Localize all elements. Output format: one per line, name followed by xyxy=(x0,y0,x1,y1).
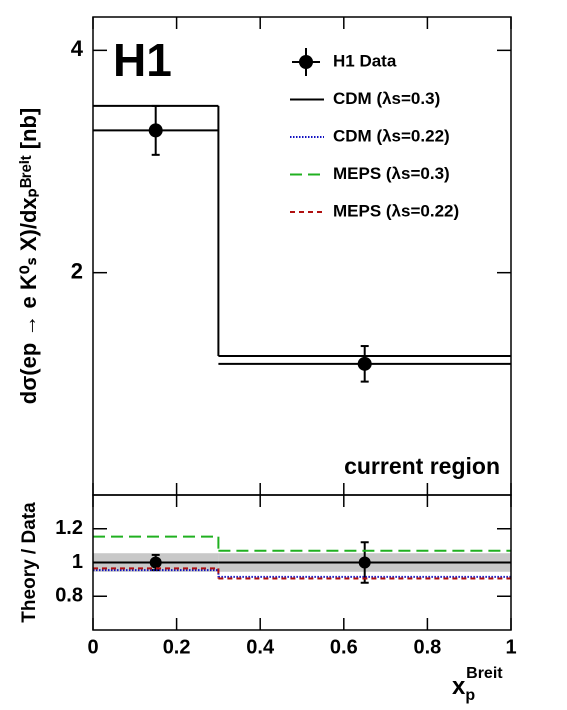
annotation: current region xyxy=(344,453,500,479)
y-axis-label: dσ(ep → e K⁰ₛ X)/dxₚᴮʳᵉⁱᵗ [nb] xyxy=(16,108,41,404)
y-tick-label: 1.2 xyxy=(55,517,83,539)
chart-title: H1 xyxy=(113,34,172,86)
x-label-base: x xyxy=(452,673,466,700)
legend-label: H1 Data xyxy=(333,51,397,70)
x-tick-label: 0.8 xyxy=(413,636,441,658)
x-tick-label: 0.4 xyxy=(246,636,275,658)
x-axis-label: xp Breit xyxy=(452,665,503,704)
x-label-sup: Breit xyxy=(466,665,503,682)
data-point xyxy=(148,123,163,138)
x-label-sub: p xyxy=(465,687,475,704)
y-tick-label: 4 xyxy=(71,36,84,61)
legend-label: MEPS (λs=0.22) xyxy=(333,201,459,220)
legend-label: CDM (λs=0.22) xyxy=(333,126,450,145)
legend-label: CDM (λs=0.3) xyxy=(333,89,440,108)
data-point xyxy=(358,556,371,569)
x-tick-label: 0 xyxy=(87,636,98,658)
legend-marker xyxy=(299,55,313,69)
x-tick-label: 0.6 xyxy=(330,636,358,658)
y-tick-label: 2 xyxy=(71,258,83,283)
x-tick-label: 1 xyxy=(505,636,516,658)
y-tick-label: 0.8 xyxy=(55,585,83,607)
legend-label: MEPS (λs=0.3) xyxy=(333,164,450,183)
data-point xyxy=(357,356,372,371)
data-point xyxy=(149,556,162,569)
x-tick-label: 0.2 xyxy=(163,636,191,658)
y-axis-label: Theory / Data xyxy=(19,502,40,623)
y-tick-label: 1 xyxy=(72,551,83,573)
